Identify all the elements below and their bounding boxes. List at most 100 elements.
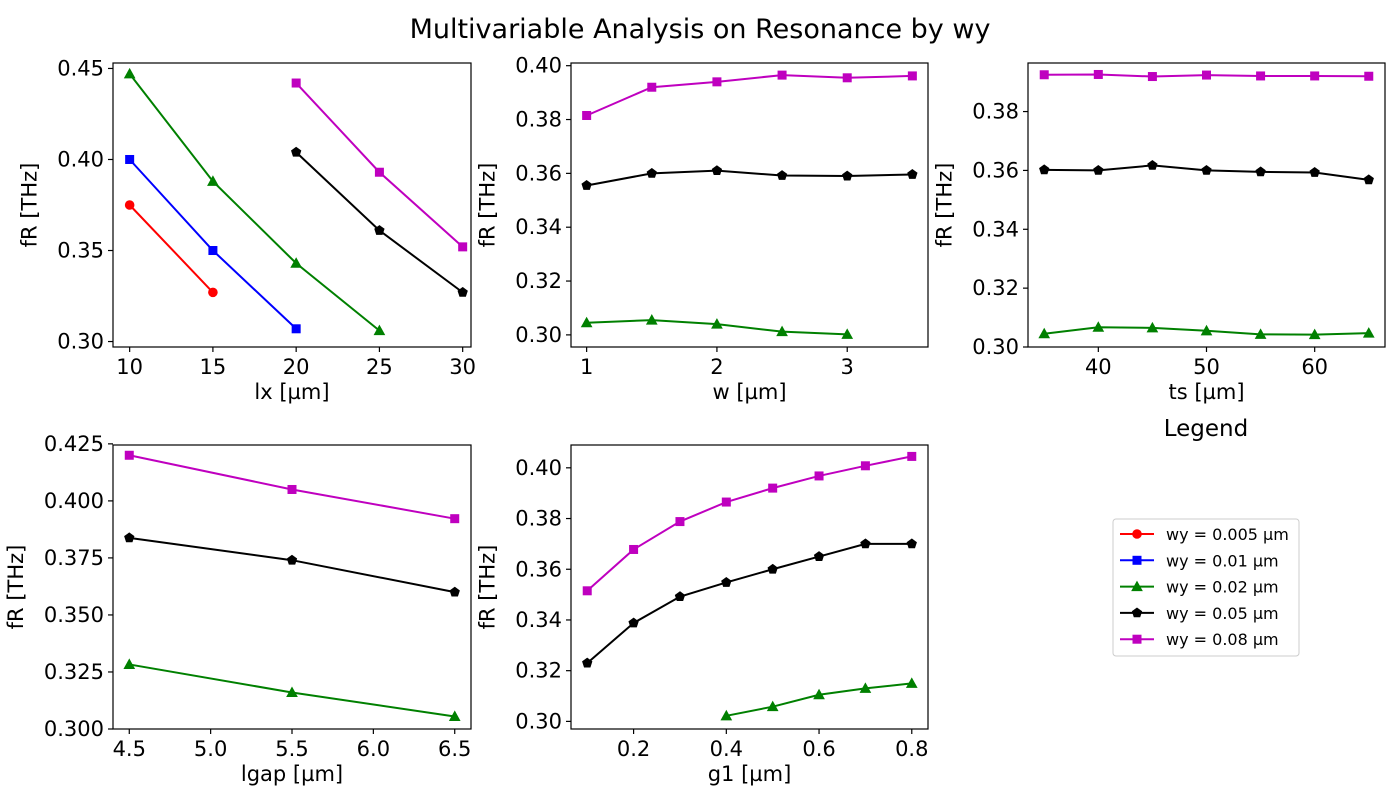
data-point <box>1310 71 1320 81</box>
y-tick-label: 0.38 <box>515 108 562 132</box>
data-point <box>905 677 918 688</box>
subplot-3: 40 50 60 0.30 0.32 0.34 0.36 0.38 ts [µm] fR [THz… <box>932 62 1386 404</box>
y-tick-label: 0.350 <box>44 603 104 627</box>
y-tick-label: 0.375 <box>44 546 104 570</box>
data-point <box>842 170 853 181</box>
y-tick-label: 0.325 <box>44 660 104 684</box>
legend-label: wy = 0.02 µm <box>1166 578 1279 597</box>
data-point <box>776 325 788 337</box>
data-point <box>1200 324 1213 336</box>
subplot-4: 4.5 5.0 5.5 6.0 6.5 0.300 0.325 0.350 0.375 0.400… <box>4 432 472 786</box>
data-point <box>720 709 733 721</box>
data-point <box>711 318 723 329</box>
series <box>123 67 386 336</box>
x-tick-label: 5.0 <box>194 737 227 761</box>
x-tick-label: 20 <box>283 355 310 379</box>
data-point <box>1092 321 1105 332</box>
data-point <box>287 484 297 494</box>
data-point <box>457 286 468 297</box>
data-point <box>450 514 460 524</box>
y-tick-label: 0.38 <box>515 507 562 531</box>
data-point <box>767 563 778 574</box>
y-tick-label: 0.36 <box>515 557 562 581</box>
data-point <box>291 146 302 157</box>
data-point <box>580 316 593 328</box>
data-point <box>645 314 658 325</box>
y-tick-label: 0.35 <box>57 239 104 263</box>
legend-entry: wy = 0.05 µm <box>1120 604 1279 623</box>
subplot-5: 0.2 0.4 0.6 0.8 0.30 0.32 0.34 0.36 0.38 0.40 g1 [… <box>475 444 929 786</box>
data-point <box>907 451 917 461</box>
legend-entry: wy = 0.01 µm <box>1120 551 1279 570</box>
series <box>1039 69 1374 82</box>
series <box>124 200 218 298</box>
x-tick-label: 30 <box>449 355 476 379</box>
data-point <box>907 71 917 81</box>
data-point <box>841 328 854 339</box>
data-point <box>448 710 461 721</box>
figure-title: Multivariable Analysis on Resonance by w… <box>410 14 991 45</box>
x-tick-label: 6.5 <box>438 737 471 761</box>
x-axis-label: ts [µm] <box>1168 380 1244 404</box>
x-tick-label: 0.6 <box>802 737 835 761</box>
plot-frame <box>112 62 472 348</box>
subplot-1: 10 15 20 25 30 0.30 0.35 0.40 0.45 lx [µm] fR [THz… <box>17 56 476 404</box>
y-tick-label: 0.30 <box>515 323 562 347</box>
data-point <box>860 461 870 471</box>
x-tick-label: 1 <box>580 355 593 379</box>
data-point <box>777 70 787 80</box>
data-point <box>1093 165 1104 175</box>
series <box>124 532 460 597</box>
series-line <box>586 455 912 592</box>
data-point <box>1363 174 1374 185</box>
y-tick-label: 0.32 <box>515 269 562 293</box>
x-axis-label: lx [µm] <box>254 380 329 404</box>
data-point <box>721 577 732 587</box>
data-point <box>124 200 135 210</box>
x-axis-label: w [µm] <box>712 380 786 404</box>
data-point <box>813 688 825 700</box>
data-point <box>1039 164 1050 175</box>
y-axis-label: fR [THz] <box>475 545 499 630</box>
data-point <box>1093 69 1103 79</box>
data-point <box>124 450 134 460</box>
data-point <box>1254 328 1267 339</box>
y-tick-label: 0.32 <box>515 659 562 683</box>
series <box>1039 160 1374 185</box>
series <box>582 70 917 120</box>
x-tick-label: 4.5 <box>113 737 146 761</box>
data-point <box>582 110 592 120</box>
data-point <box>373 324 386 336</box>
y-tick-label: 0.30 <box>972 335 1019 359</box>
y-axis-label: fR [THz] <box>17 163 41 248</box>
data-point <box>290 257 303 268</box>
data-point <box>768 483 778 493</box>
data-point <box>208 246 218 256</box>
y-tick-label: 0.34 <box>515 215 562 239</box>
data-point <box>1147 160 1158 170</box>
data-point <box>906 538 917 549</box>
data-point <box>721 497 731 507</box>
legend-label: wy = 0.05 µm <box>1166 604 1279 623</box>
y-tick-label: 0.300 <box>44 717 104 741</box>
series <box>124 450 460 524</box>
plot-frame <box>1027 62 1386 348</box>
y-tick-label: 0.400 <box>44 489 104 513</box>
y-tick-label: 0.38 <box>972 100 1019 124</box>
data-point <box>208 287 218 298</box>
data-point <box>860 538 871 549</box>
series <box>581 165 918 190</box>
data-point <box>859 682 872 693</box>
data-point <box>374 225 385 235</box>
legend-entry: wy = 0.02 µm <box>1120 578 1279 597</box>
series <box>291 146 468 297</box>
data-point <box>766 700 779 712</box>
data-point <box>1202 70 1211 80</box>
data-point <box>712 77 722 87</box>
x-tick-label: 50 <box>1193 355 1220 379</box>
series <box>720 677 918 721</box>
data-point <box>674 591 686 602</box>
series-line <box>726 682 912 717</box>
legend-entry: wy = 0.005 µm <box>1120 525 1289 544</box>
